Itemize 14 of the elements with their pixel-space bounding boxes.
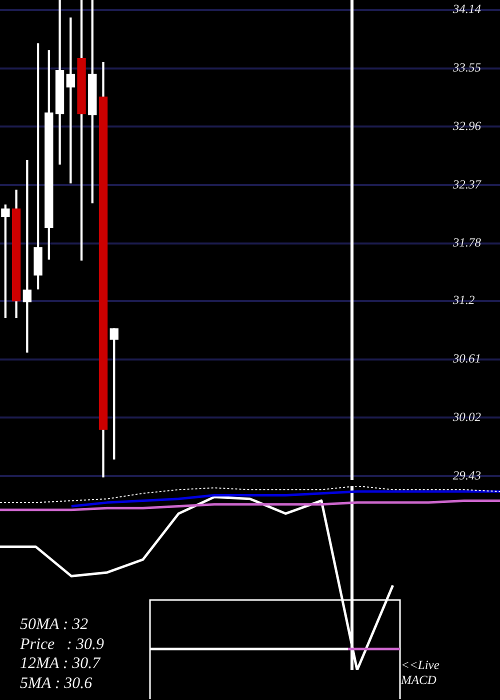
- annotation: 12MA : 30.7: [20, 654, 102, 674]
- y-tick-label: 30.61: [452, 352, 481, 366]
- annotation: 50MA : 32: [20, 615, 90, 635]
- y-tick-label: 32.96: [452, 118, 482, 133]
- annotation: Price : 30.9: [20, 634, 105, 654]
- y-tick-label: 29.43: [452, 468, 481, 482]
- y-tick-label: 31.78: [452, 236, 482, 250]
- y-tick-label: 31.2: [452, 293, 475, 308]
- annotation: <<Live MACD: [401, 658, 440, 688]
- y-tick-label: 32.37: [452, 177, 482, 192]
- y-tick-label: 30.02: [452, 410, 481, 424]
- y-tick-label: 33.55: [452, 60, 481, 75]
- y-tick-label: 34.14: [452, 2, 481, 16]
- text: 5MA : 30.6: [20, 674, 94, 694]
